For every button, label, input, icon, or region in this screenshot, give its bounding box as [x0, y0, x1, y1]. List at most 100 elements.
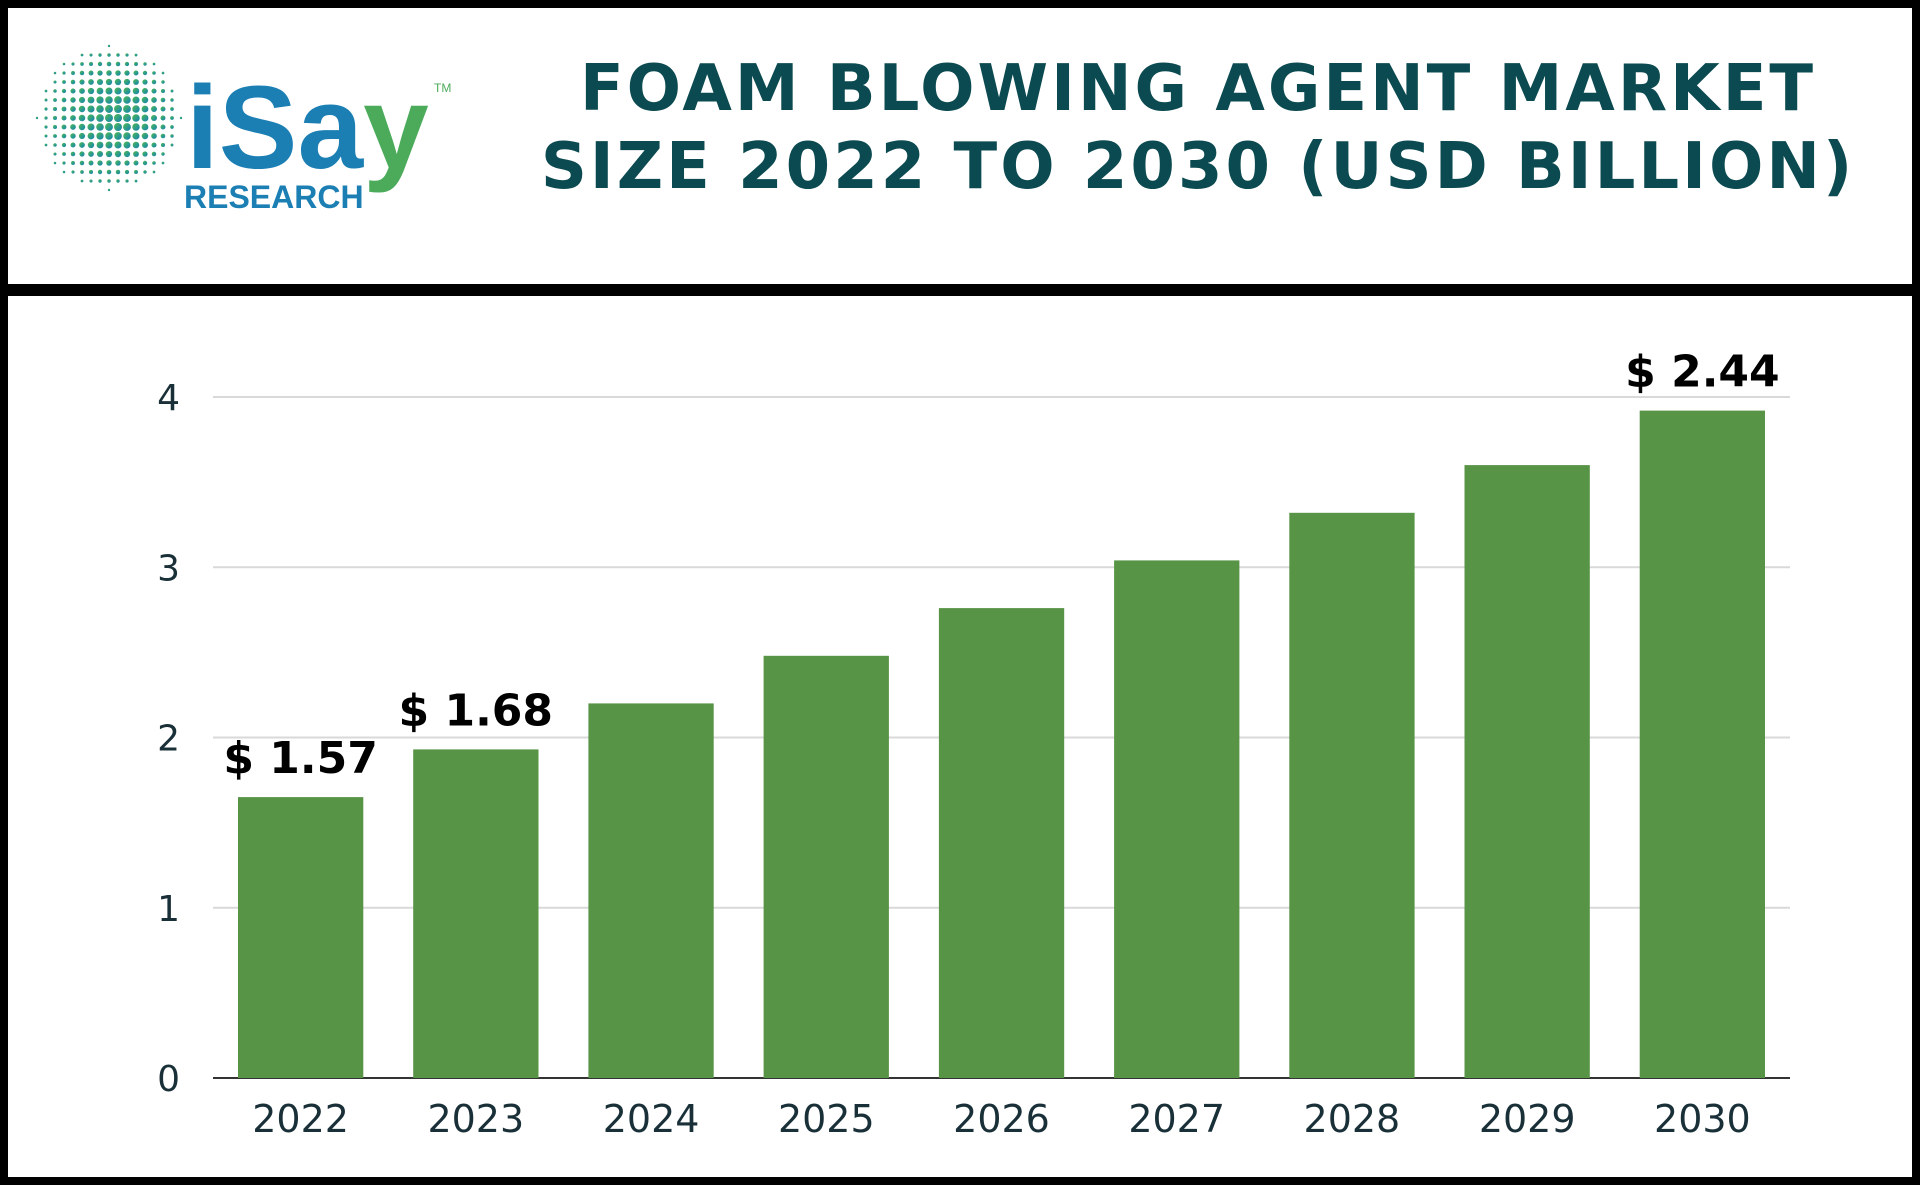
globe-dot [134, 53, 138, 57]
globe-dot [141, 105, 149, 113]
globe-dot [143, 62, 147, 66]
globe-dot [35, 116, 39, 120]
globe-dot [62, 71, 66, 75]
globe-dot [161, 80, 165, 84]
globe-dot [160, 97, 166, 103]
globe-dot [96, 105, 104, 113]
globe-dot [105, 114, 113, 122]
globe-dot [151, 133, 157, 139]
globe-dot [116, 179, 120, 183]
globe-dot [70, 106, 76, 112]
globe-dot [53, 71, 57, 75]
globe-dot [160, 88, 166, 94]
globe-dot [151, 97, 157, 103]
globe-dot [160, 115, 166, 121]
globe-dot [70, 97, 76, 103]
globe-dot [62, 161, 66, 165]
globe-dot [113, 113, 123, 123]
globe-dot [161, 152, 165, 156]
globe-dot [133, 79, 139, 85]
globe-dot [170, 134, 174, 138]
globe-dot [105, 123, 113, 131]
globe-dot [123, 105, 131, 113]
globe-dot [44, 134, 48, 138]
globe-dot [79, 70, 85, 76]
globe-dot [98, 53, 102, 57]
logo-wordmark-accent: y [363, 62, 429, 194]
globe-dot [79, 160, 85, 166]
data-label: $ 1.68 [399, 685, 554, 736]
globe-dot [123, 78, 131, 86]
globe-dot [71, 71, 75, 75]
globe-dot [105, 132, 113, 140]
globe-dot [87, 123, 95, 131]
globe-dot [88, 151, 94, 157]
globe-dot [97, 169, 103, 175]
globe-dot [115, 160, 121, 166]
globe-dot [53, 125, 57, 129]
globe-dot [114, 105, 122, 113]
globe-dot [142, 70, 148, 76]
globe-dot [88, 160, 94, 166]
globe-dot [53, 98, 57, 102]
bar-2024 [588, 703, 714, 1078]
globe-dot [123, 132, 131, 140]
globe-dot [96, 78, 104, 86]
globe-dot [96, 150, 104, 158]
globe-dot [133, 160, 139, 166]
globe-dot [87, 96, 95, 104]
globe-dot [96, 114, 104, 122]
globe-dot [105, 105, 113, 113]
globe-dot [124, 61, 130, 67]
globe-dot [160, 124, 166, 130]
globe-dot [96, 141, 104, 149]
globe-dot [79, 88, 85, 94]
globe-dot [88, 169, 94, 175]
globe-dot [170, 89, 174, 93]
globe-dot [123, 114, 131, 122]
globe-dot [123, 96, 131, 104]
globe-dot [61, 106, 67, 112]
globe-dot [132, 105, 140, 113]
globe-dot [71, 62, 75, 66]
globe-dot [125, 179, 129, 183]
globe-dot [132, 132, 140, 140]
globe-dot [53, 161, 57, 165]
globe-dot [61, 97, 67, 103]
globe-dot [61, 142, 67, 148]
globe-dot [61, 124, 67, 130]
globe-dot [115, 169, 121, 175]
globe-dot [105, 150, 113, 158]
globe-dot [132, 114, 140, 122]
globe-dot [151, 142, 157, 148]
chart-title: FOAM BLOWING AGENT MARKET SIZE 2022 TO 2… [508, 50, 1888, 206]
globe-dot [87, 87, 95, 95]
logo-wordmark-main: iSa [186, 62, 364, 194]
globe-dot [152, 161, 156, 165]
globe-dot [62, 62, 66, 66]
globe-dot [142, 160, 148, 166]
globe-dot [44, 125, 48, 129]
globe-dot [89, 53, 93, 57]
bar-2022 [238, 797, 364, 1078]
globe-dot [78, 132, 86, 140]
globe-dot [106, 70, 112, 76]
globe-dot [151, 88, 157, 94]
globe-dot [106, 169, 112, 175]
globe-dot [61, 133, 67, 139]
logo-subtext: RESEARCH [184, 179, 364, 215]
globe-dot [88, 70, 94, 76]
globe-dot [170, 143, 174, 147]
globe-dot [97, 61, 103, 67]
x-tick-label: 2022 [252, 1097, 349, 1141]
logo-trademark: TM [434, 81, 451, 95]
globe-dot [132, 141, 140, 149]
globe-dot [70, 133, 76, 139]
x-tick-label: 2026 [953, 1097, 1050, 1141]
globe-dot [179, 116, 183, 120]
globe-dot [61, 115, 67, 121]
globe-dot [151, 106, 157, 112]
globe-dot [123, 141, 131, 149]
y-axis-ticks: 0 1 2 3 4 [157, 378, 180, 1100]
globe-dot [70, 88, 76, 94]
